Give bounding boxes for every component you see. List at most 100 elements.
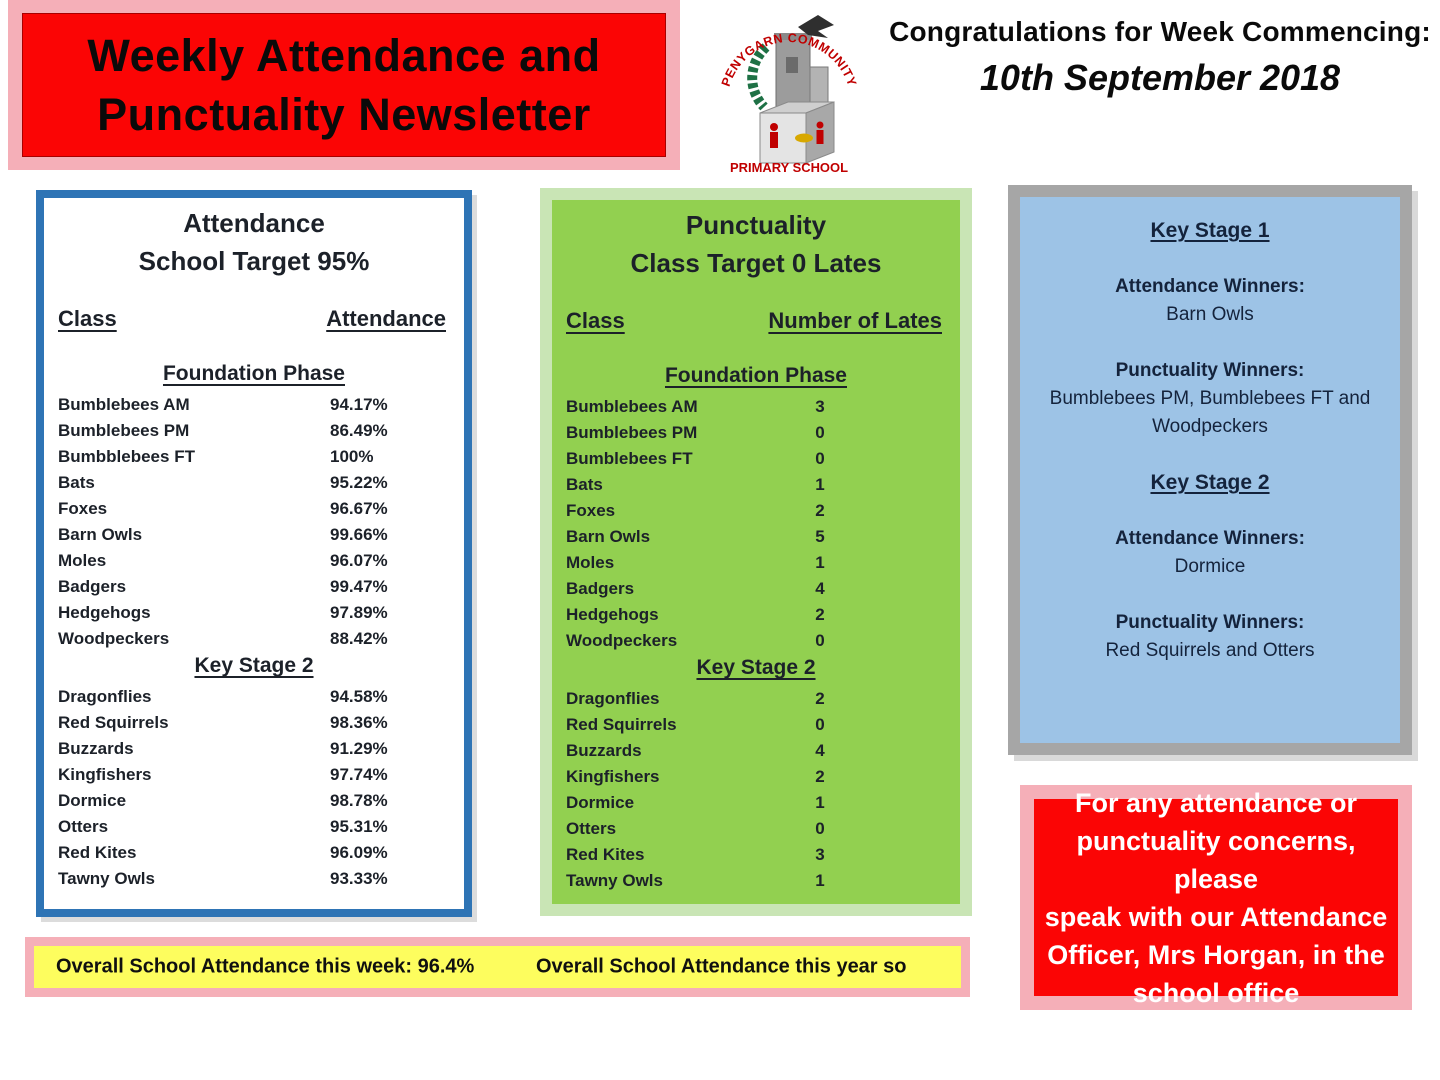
- notice-line: school office: [1132, 977, 1300, 1008]
- class-name: Otters: [566, 819, 617, 838]
- lates-value: 2: [815, 689, 825, 708]
- lates-value: 2: [815, 767, 825, 786]
- class-name: Barn Owls: [566, 527, 651, 546]
- lates-value: 0: [815, 423, 825, 442]
- attendance-column-header: Attendance: [326, 306, 446, 331]
- class-column-header: Class: [566, 308, 625, 333]
- class-name: Red Squirrels: [566, 715, 677, 734]
- school-crest-icon: PENYGARN COMMUNITY PRIMARY SCHOOL: [719, 15, 859, 175]
- week-commencing-header: Congratulations for Week Commencing: 10t…: [880, 16, 1440, 99]
- attendance-value: 98.36%: [330, 713, 388, 732]
- class-name: Buzzards: [566, 741, 642, 760]
- class-name: Barn Owls: [58, 525, 143, 544]
- class-name: Badgers: [566, 579, 635, 598]
- attendance-panel: Attendance School Target 95% Class Atten…: [36, 190, 472, 917]
- lates-value: 0: [815, 819, 825, 838]
- ks2-attendance-winners: Attendance Winners: Dormice: [1036, 525, 1384, 581]
- punctuality-title: Punctuality: [685, 210, 827, 240]
- week-date: 10th September 2018: [979, 57, 1341, 98]
- table-row: Kingfishers 2: [566, 764, 950, 790]
- attendance-ks2-rows: Dragonflies 94.58% Red Squirrels 98.36% …: [58, 684, 454, 892]
- figure-icon: [816, 121, 824, 129]
- table-row: Red Squirrels 0: [566, 712, 950, 738]
- lates-value: 1: [815, 793, 825, 812]
- lates-value: 1: [815, 871, 825, 890]
- class-name: Kingfishers: [566, 767, 660, 786]
- class-name: Red Kites: [566, 845, 645, 864]
- lates-column-header: Number of Lates: [768, 308, 942, 333]
- class-name: Dormice: [566, 793, 635, 812]
- class-name: Tawny Owls: [566, 871, 663, 890]
- class-name: Dragonflies: [58, 687, 152, 706]
- ks1-heading: Key Stage 1: [1150, 219, 1270, 242]
- table-row: Dormice 98.78%: [58, 788, 454, 814]
- punctuality-ks2-rows: Dragonflies 2 Red Squirrels 0 Buzzards 4: [566, 686, 950, 894]
- figure-icon: [770, 123, 778, 131]
- table-row: Bumblebees FT 0: [566, 446, 950, 472]
- attendance-value: 91.29%: [330, 739, 388, 758]
- punctuality-panel: Punctuality Class Target 0 Lates Class N…: [540, 188, 972, 916]
- class-name: Bats: [58, 473, 95, 492]
- class-name: Badgers: [58, 577, 127, 596]
- attendance-value: 96.09%: [330, 843, 388, 862]
- ks2-punctuality-winners: Punctuality Winners: Red Squirrels and O…: [1036, 609, 1384, 665]
- class-name: Moles: [566, 553, 615, 572]
- class-name: Hedgehogs: [566, 605, 659, 624]
- tower-window: [786, 57, 798, 73]
- bird-icon: [798, 15, 834, 38]
- table-row: Tawny Owls 93.33%: [58, 866, 454, 892]
- attendance-winners-label: Attendance Winners:: [1115, 528, 1305, 549]
- class-name: Bumblebees FT: [566, 449, 693, 468]
- table-row: Bumblebees AM 3: [566, 394, 950, 420]
- punctuality-panel-content: Punctuality Class Target 0 Lates Class N…: [552, 200, 960, 904]
- winners-panel-content: Key Stage 1 Attendance Winners: Barn Owl…: [1020, 197, 1400, 743]
- figure-body: [816, 130, 824, 144]
- overall-attendance-bar-content: Overall School Attendance this week: 96.…: [34, 946, 961, 988]
- table-row: Foxes 96.67%: [58, 496, 454, 522]
- notice-line: speak with our Attendance: [1044, 901, 1388, 932]
- lates-value: 5: [815, 527, 825, 546]
- class-name: Bumblebees PM: [566, 423, 698, 442]
- punctuality-column-headers: Class Number of Lates: [566, 308, 942, 334]
- class-name: Woodpeckers: [58, 629, 170, 648]
- table-row: Red Squirrels 98.36%: [58, 710, 454, 736]
- class-name: Tawny Owls: [58, 869, 155, 888]
- attendance-value: 97.74%: [330, 765, 388, 784]
- figure-body: [770, 132, 778, 148]
- attendance-winners-value: Dormice: [1174, 556, 1246, 577]
- table-row: Moles 1: [566, 550, 950, 576]
- class-name: Bats: [566, 475, 603, 494]
- lates-value: 0: [815, 631, 825, 650]
- attendance-value: 86.49%: [330, 421, 388, 440]
- table-row: Hedgehogs 2: [566, 602, 950, 628]
- attendance-column-headers: Class Attendance: [58, 306, 446, 332]
- table-row: Barn Owls 5: [566, 524, 950, 550]
- table-row: Bumbblebees FT 100%: [58, 444, 454, 470]
- ks2-heading: Key Stage 2: [1150, 471, 1270, 494]
- table-row: Otters 0: [566, 816, 950, 842]
- foundation-phase-heading: Foundation Phase: [664, 364, 847, 387]
- page-title-line-1: Weekly Attendance and: [87, 29, 601, 81]
- lates-value: 2: [815, 501, 825, 520]
- attendance-foundation-rows: Bumblebees AM 94.17% Bumblebees PM 86.49…: [58, 392, 454, 652]
- class-name: Bumblebees PM: [58, 421, 190, 440]
- punctuality-winners-value: Red Squirrels and Otters: [1105, 640, 1315, 661]
- lates-value: 3: [815, 397, 825, 416]
- attendance-value: 100%: [330, 447, 374, 466]
- lates-value: 0: [815, 449, 825, 468]
- attendance-officer-notice-text: For any attendance or punctuality concer…: [1034, 788, 1398, 1008]
- lates-value: 1: [815, 475, 825, 494]
- notice-line: punctuality concerns, please: [1076, 825, 1356, 894]
- table-row: Bats 1: [566, 472, 950, 498]
- table-row: Foxes 2: [566, 498, 950, 524]
- lates-value: 1: [815, 553, 825, 572]
- overall-attendance-bar: Overall School Attendance this week: 96.…: [25, 937, 970, 997]
- attendance-winners-label: Attendance Winners:: [1115, 276, 1305, 297]
- foundation-phase-heading: Foundation Phase: [162, 362, 345, 385]
- lates-value: 3: [815, 845, 825, 864]
- winners-panel: Key Stage 1 Attendance Winners: Barn Owl…: [1008, 185, 1412, 755]
- table-row: Red Kites 3: [566, 842, 950, 868]
- laurel-branch-icon: [747, 43, 770, 111]
- key-stage-2-heading: Key Stage 2: [194, 654, 314, 677]
